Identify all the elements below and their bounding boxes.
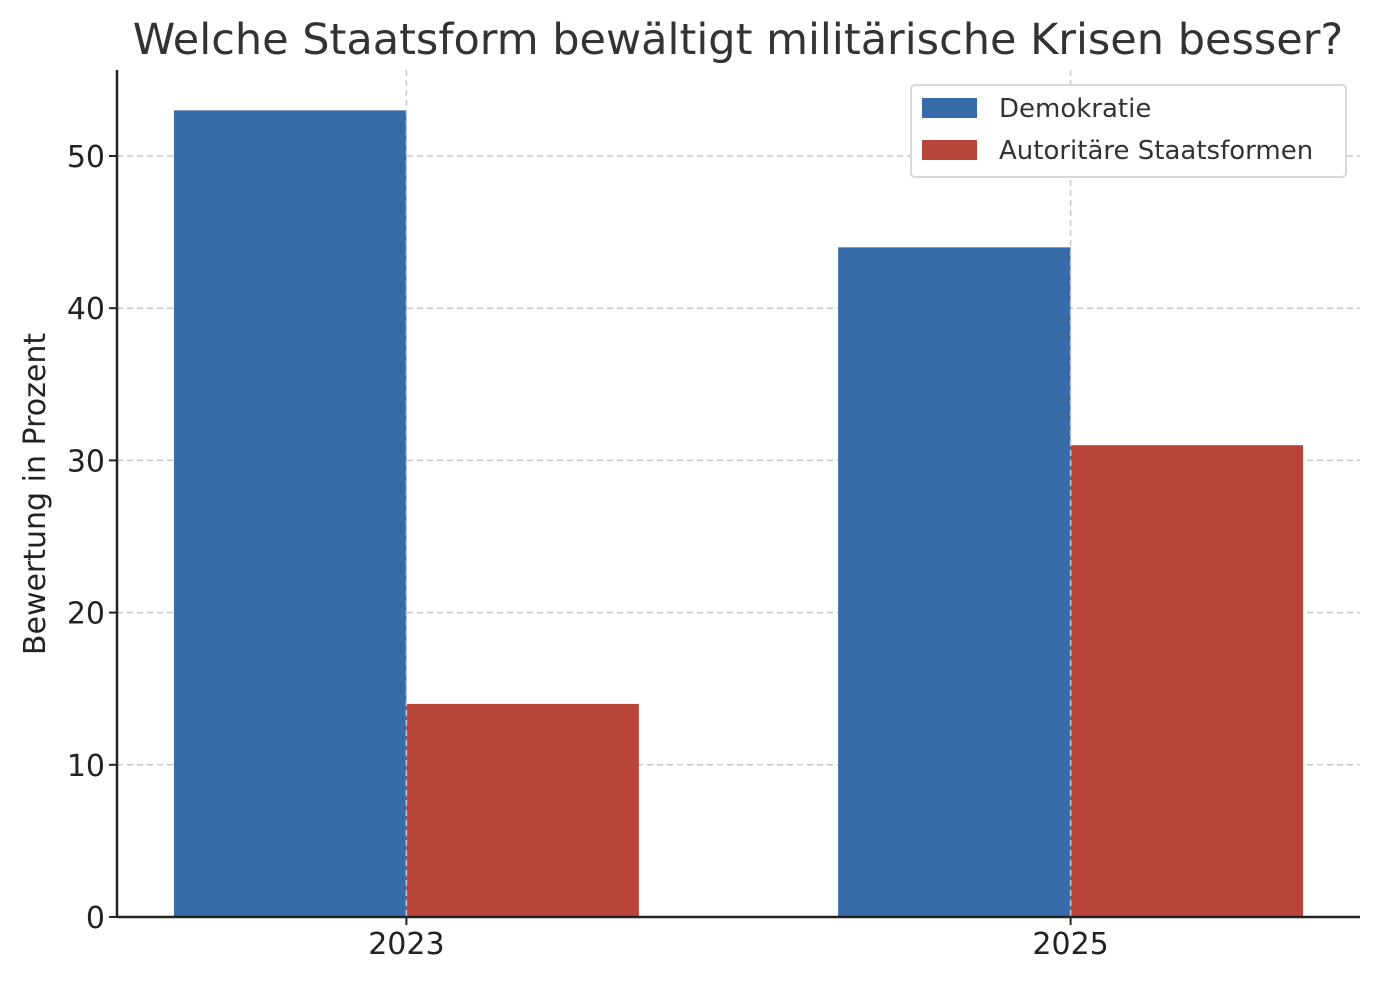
legend-label-autoritaer: Autoritäre Staatsformen — [999, 136, 1313, 166]
bar-2023-autoritaer — [406, 703, 639, 917]
legend-box — [910, 84, 1347, 178]
legend-swatch-demokratie — [922, 98, 977, 118]
legend: Demokratie Autoritäre Staatsformen — [910, 84, 1347, 178]
y-tick-label: 0 — [86, 901, 105, 936]
bar-2023-demokratie — [173, 110, 407, 918]
x-tick-label-2023: 2023 — [368, 927, 444, 962]
axes-layer — [115, 70, 1360, 919]
y-tick-label: 20 — [67, 597, 105, 632]
legend-swatch-autoritaer — [922, 140, 977, 160]
y-tick-label: 30 — [67, 444, 105, 479]
ticks-layer: 0 10 20 30 40 50 2023 2025 — [67, 140, 1109, 962]
bars-layer — [173, 70, 1304, 918]
x-tick-label-2025: 2025 — [1032, 927, 1108, 962]
y-tick-label: 50 — [67, 140, 105, 175]
chart-title: Welche Staatsform bewältigt militärische… — [133, 15, 1343, 65]
y-tick-label: 10 — [67, 749, 105, 784]
bar-2025-autoritaer — [1070, 445, 1304, 917]
y-axis-label: Bewertung in Prozent — [18, 333, 53, 655]
legend-label-demokratie: Demokratie — [999, 94, 1151, 124]
y-tick-label: 40 — [67, 292, 105, 327]
bar-2025-demokratie — [838, 247, 1071, 918]
